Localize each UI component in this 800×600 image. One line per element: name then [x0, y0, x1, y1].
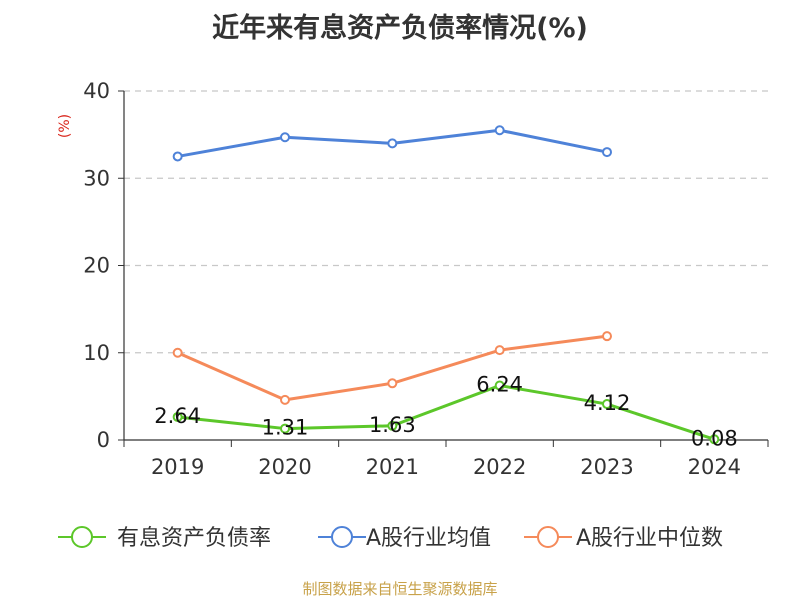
legend-marker: [537, 526, 559, 548]
data-point: [709, 434, 720, 445]
x-tick-label: 2019: [151, 455, 204, 479]
data-point: [172, 411, 183, 422]
x-tick-label: 2022: [473, 455, 526, 479]
data-point: [387, 138, 398, 149]
series-line: [177, 334, 608, 402]
data-point: [602, 331, 612, 342]
legend-label: 有息资产负债率: [117, 526, 271, 551]
y-tick-label: 30: [83, 166, 110, 190]
data-point: [280, 394, 290, 405]
series-line: [177, 384, 715, 441]
legend-label: A股行业中位数: [576, 526, 723, 551]
x-tick-label: 2020: [258, 455, 311, 479]
legend: 有息资产负债率 A股行业均值 A股行业中位数: [58, 526, 723, 551]
series-lines: [172, 125, 720, 445]
source-note: 制图数据来自恒生聚源数据库: [302, 580, 498, 598]
legend-marker: [331, 526, 353, 548]
legend-marker: [71, 526, 93, 548]
data-label: 4.12: [584, 391, 631, 415]
data-point: [280, 132, 290, 143]
x-tick-label: 2021: [366, 455, 419, 479]
data-point: [494, 345, 505, 356]
series-1: [172, 125, 612, 162]
y-tick-label: 40: [83, 79, 110, 103]
series-2: [172, 331, 612, 405]
data-point: [387, 420, 398, 431]
data-label: 6.24: [476, 373, 523, 397]
data-label: 1.31: [262, 416, 309, 440]
data-point: [602, 147, 612, 158]
legend-item: A股行业均值: [318, 526, 491, 551]
data-point: [172, 347, 183, 358]
data-labels: 2.64 1.31 1.63 6.24 4.12 0.08: [154, 373, 737, 451]
x-tick-label: 2023: [580, 455, 633, 479]
axes: 0 10 20 30 40 (%) 2019 2020 2021 2022 2023 2024: [57, 79, 769, 479]
data-point: [494, 125, 505, 136]
legend-item: 有息资产负债率: [58, 526, 271, 551]
data-label: 0.08: [691, 426, 738, 450]
chart-title: 近年来有息资产负债率情况(%): [212, 13, 588, 44]
grid-lines: [124, 90, 768, 354]
data-point: [494, 380, 505, 391]
legend-label: A股行业均值: [366, 526, 491, 551]
data-point: [602, 399, 612, 410]
y-axis-label: (%): [57, 114, 73, 138]
data-point: [280, 423, 290, 434]
data-point: [387, 378, 398, 389]
x-tick-label: 2024: [688, 455, 741, 479]
y-tick-label: 20: [83, 254, 110, 278]
series-0: [172, 380, 720, 445]
legend-item: A股行业中位数: [524, 526, 723, 551]
y-tick-label: 10: [83, 341, 110, 365]
data-point: [172, 151, 183, 162]
data-label: 2.64: [154, 404, 201, 428]
y-tick-label: 0: [97, 428, 110, 452]
data-label: 1.63: [369, 413, 416, 437]
